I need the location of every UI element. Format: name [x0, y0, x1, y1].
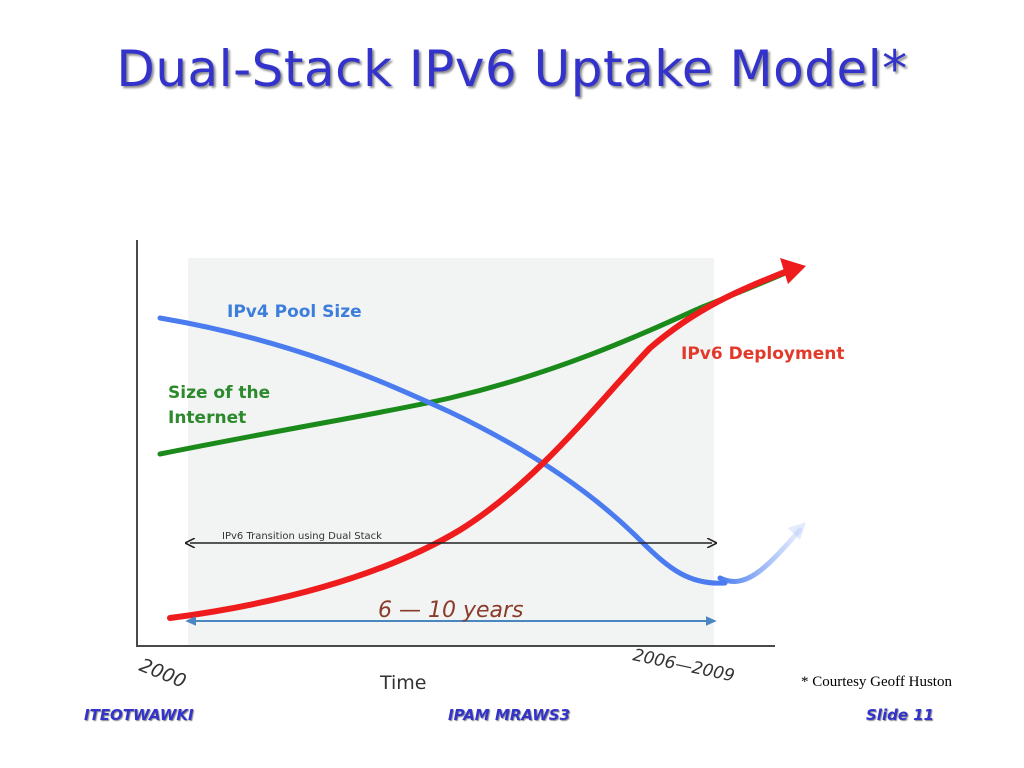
slide-title: Dual-Stack IPv6 Uptake Model* — [116, 40, 908, 98]
ipv4-pool-rebound — [717, 527, 803, 584]
ipv4-pool-curve — [157, 315, 728, 586]
transition-region — [188, 258, 714, 646]
internet-label-line2: Internet — [168, 408, 246, 428]
transition-label: IPv6 Transition using Dual Stack — [222, 531, 382, 542]
ipv4-pool-label: IPv4 Pool Size — [227, 302, 362, 322]
footer-slide-number: Slide 11 — [866, 706, 935, 724]
ipv6-deployment-label: IPv6 Deployment — [681, 344, 844, 364]
years-label: 6 — 10 years — [378, 598, 524, 623]
ipv6-deployment-curve — [167, 267, 793, 621]
ipv6-deployment-arrowhead — [780, 258, 806, 284]
footer-center: IPAM MRAWS3 — [448, 706, 571, 724]
ipv4-pool-rebound-arrowhead — [788, 522, 806, 540]
x-axis-label: Time — [379, 672, 427, 694]
end-years-label: 2006—2009 — [631, 645, 736, 686]
footer-left: ITEOTWAWKI — [84, 706, 194, 724]
start-year-label: 2000 — [136, 654, 189, 693]
courtesy-note: * Courtesy Geoff Huston — [801, 674, 952, 690]
internet-label-line1: Size of the — [168, 383, 270, 403]
